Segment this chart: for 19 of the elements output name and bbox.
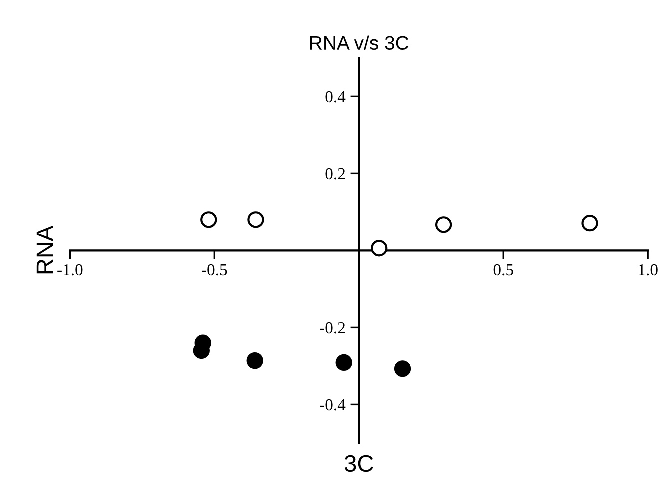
point xyxy=(336,354,352,372)
point xyxy=(246,352,264,370)
x-tick-label: 0.5 xyxy=(494,264,514,276)
y-tick-label: 0.2 xyxy=(326,168,346,180)
x-axis-title: 3C xyxy=(344,455,374,472)
y-tick-label: -0.4 xyxy=(320,399,346,411)
point xyxy=(248,212,264,228)
x-tick-label: 1.0 xyxy=(639,264,658,276)
y-axis-title: RNA xyxy=(36,226,54,274)
point xyxy=(371,240,388,257)
chart-title: RNA v/s 3C xyxy=(310,36,409,50)
x-tick-label: -1.0 xyxy=(58,264,83,276)
point xyxy=(582,215,598,232)
x-tick-label: -0.5 xyxy=(202,264,228,276)
y-tick-label: -0.2 xyxy=(320,322,346,334)
point xyxy=(435,216,452,234)
point xyxy=(200,212,218,228)
y-tick-label: 0.4 xyxy=(326,91,346,103)
point xyxy=(394,360,412,378)
